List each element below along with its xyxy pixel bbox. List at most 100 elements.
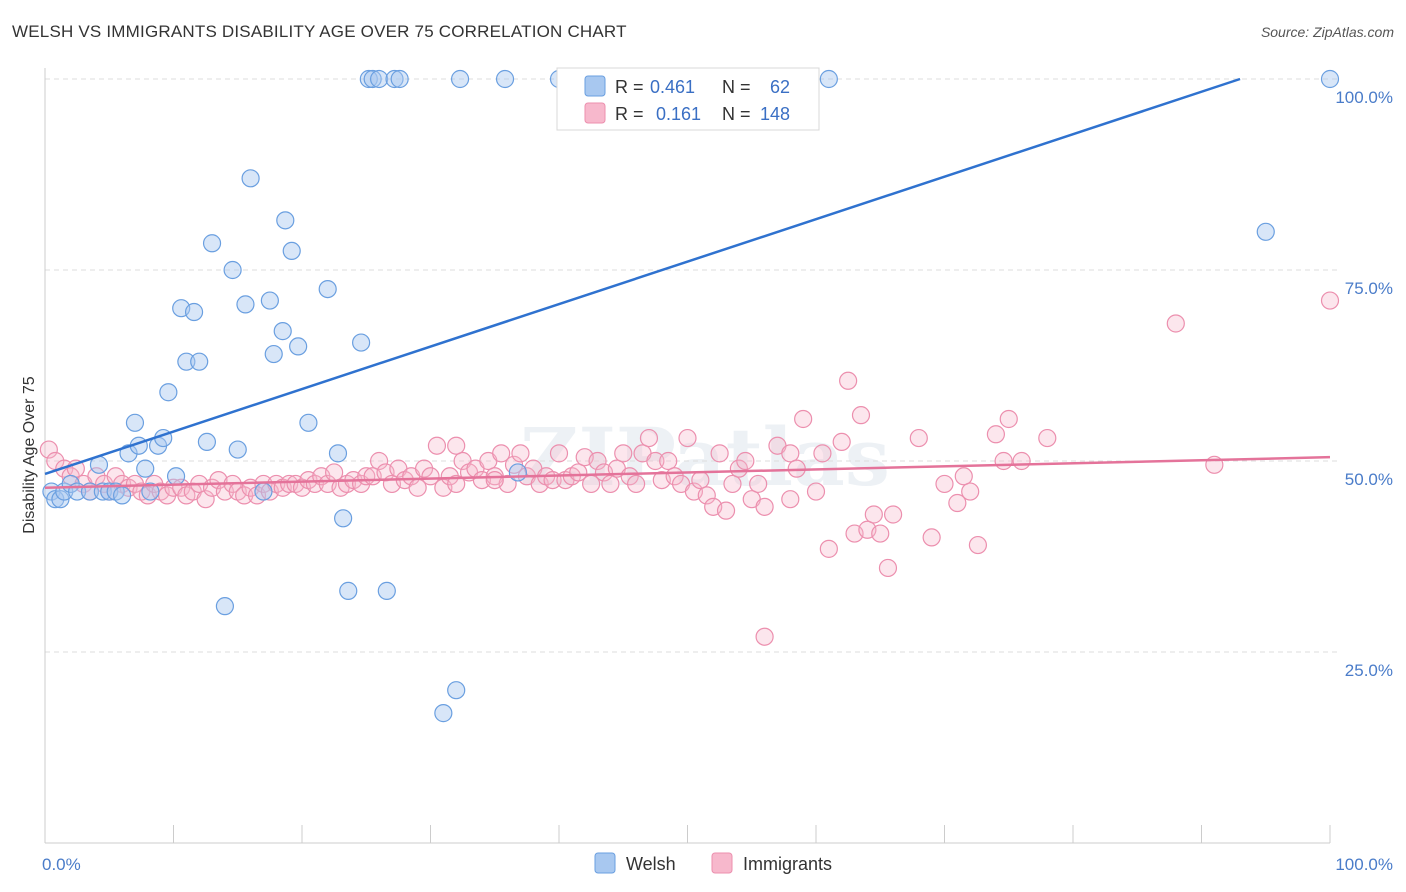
immigrants-point (832, 432, 851, 451)
immigrants-point (87, 467, 106, 486)
welsh-point (450, 69, 470, 89)
legend-immigrants-r-value: 0.161 (656, 104, 701, 124)
immigrants-point (427, 436, 447, 455)
immigrants-point (755, 497, 774, 516)
immigrants-point (39, 440, 58, 459)
welsh-point (136, 459, 155, 478)
immigrants-point (839, 371, 858, 390)
y-tick-label: 75.0% (1345, 279, 1393, 298)
welsh-point (202, 234, 222, 253)
welsh-point (508, 463, 527, 482)
immigrants-point (806, 482, 826, 501)
grid-lines (45, 78, 1338, 653)
welsh-point (276, 211, 295, 230)
immigrants-point (794, 409, 813, 429)
immigrants-point (125, 474, 145, 494)
immigrants-point (755, 627, 774, 646)
legend-immigrants-n-label: N = (722, 104, 751, 124)
legend-immigrants-swatch (584, 102, 606, 124)
immigrants-point (883, 505, 903, 524)
immigrants-point (447, 474, 466, 494)
immigrants-point (878, 558, 898, 578)
welsh-point (273, 322, 292, 341)
welsh-point (819, 69, 838, 89)
immigrants-point (305, 474, 324, 494)
y-tick-label: 25.0% (1345, 661, 1393, 680)
immigrants-point (614, 444, 633, 463)
immigrants-point (1038, 428, 1057, 448)
immigrants-point (626, 474, 646, 494)
immigrants-point (678, 428, 697, 448)
welsh-point (228, 440, 247, 459)
immigrants-point (691, 471, 710, 490)
welsh-point (282, 241, 301, 260)
welsh-point (318, 280, 337, 299)
welsh-point (359, 69, 378, 89)
immigrants-point (620, 467, 639, 486)
trend-lines (44, 77, 1331, 489)
welsh-point (197, 432, 217, 451)
welsh-point (1256, 222, 1275, 241)
immigrants-point (485, 471, 504, 490)
watermark: ZIPatlas (520, 410, 890, 504)
welsh-point (184, 302, 204, 322)
immigrants-point (414, 459, 434, 478)
immigrants-point (569, 463, 588, 482)
welsh-point (370, 69, 389, 89)
immigrants-point (447, 436, 466, 455)
immigrants-trend-line (44, 455, 1331, 489)
immigrants-point (948, 493, 967, 513)
welsh-point (299, 413, 318, 432)
immigrants-point (196, 490, 215, 509)
welsh-point (241, 169, 260, 188)
welsh-trend-line (44, 77, 1241, 476)
immigrants-point (994, 451, 1013, 471)
immigrants-point (549, 444, 569, 463)
immigrants-point (646, 451, 665, 471)
immigrants-point (710, 444, 729, 463)
immigrants-point (935, 474, 954, 494)
immigrants-point (588, 451, 607, 471)
immigrants-point (851, 406, 871, 425)
immigrants-point (1320, 291, 1340, 310)
correlation-legend: R = 0.461 N = 62 R = 0.161 N = 148 (556, 67, 820, 131)
immigrants-point (819, 539, 838, 558)
immigrants-point (781, 490, 800, 509)
y-tick-label: 100.0% (1335, 88, 1393, 107)
welsh-point (177, 352, 196, 371)
welsh-point (495, 69, 515, 89)
immigrants-point (697, 486, 716, 505)
immigrants-point (729, 459, 749, 478)
welsh-point (264, 344, 283, 364)
immigrants-point (781, 444, 800, 463)
immigrants-point (999, 409, 1018, 429)
immigrants-point (1166, 314, 1185, 333)
welsh-point (159, 383, 178, 402)
welsh-point (260, 291, 279, 310)
immigrants-point (659, 451, 678, 471)
legend-immigrants-r-label: R = (615, 104, 644, 124)
welsh-point (334, 509, 353, 528)
welsh-point (339, 581, 358, 600)
legend-welsh-swatch (584, 75, 606, 97)
bottom-legend-welsh-swatch (594, 852, 616, 874)
immigrants-point (736, 451, 755, 471)
welsh-point (119, 444, 138, 463)
legend-welsh-n-value: 62 (770, 77, 790, 97)
bottom-legend-welsh-label: Welsh (626, 854, 676, 874)
immigrants-point (492, 444, 511, 463)
x-tick-label: 100.0% (1335, 855, 1393, 874)
welsh-point (363, 69, 382, 89)
welsh-point (112, 486, 132, 505)
welsh-point (385, 69, 404, 89)
welsh-point (254, 482, 273, 501)
legend-welsh-r-value: 0.461 (650, 77, 695, 97)
welsh-point (236, 295, 255, 314)
welsh-point (166, 467, 186, 486)
immigrants-point (749, 474, 768, 494)
legend-welsh-n-label: N = (722, 77, 751, 97)
immigrants-point (440, 467, 459, 486)
source-label: Source: ZipAtlas.com (1260, 24, 1394, 40)
chart-title: WELSH VS IMMIGRANTS DISABILITY AGE OVER … (12, 22, 627, 41)
